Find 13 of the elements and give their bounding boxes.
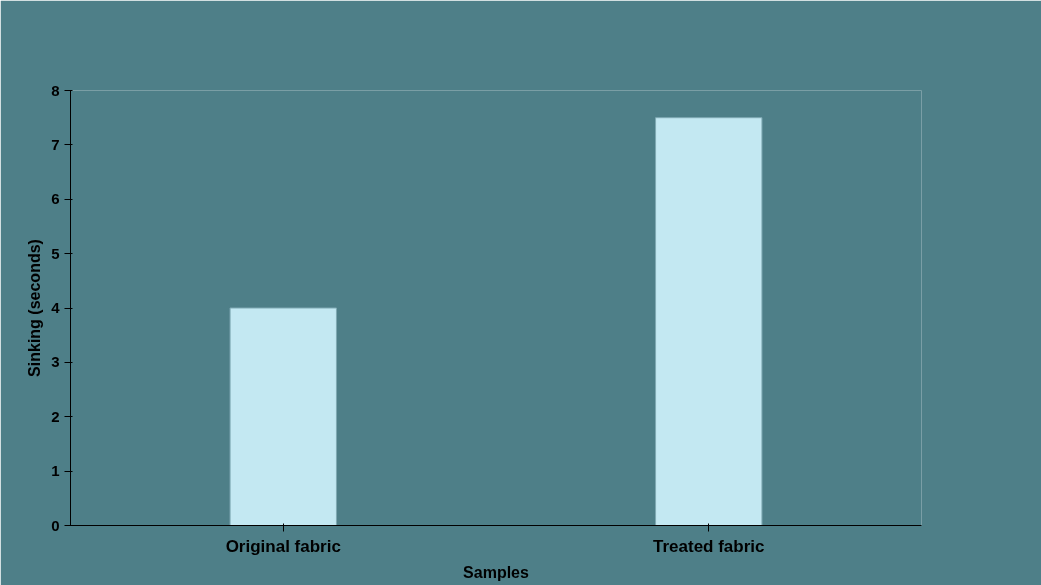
- y-tick-label: 1: [51, 462, 60, 480]
- y-tick-label: 5: [51, 244, 60, 262]
- x-tick-label: Treated fabric: [653, 536, 765, 556]
- x-tick-label: Original fabric: [225, 536, 341, 556]
- y-tick-label: 8: [51, 81, 60, 99]
- y-tick-label: 6: [51, 190, 60, 208]
- x-axis-title: Samples: [463, 563, 530, 581]
- y-tick-label: 0: [51, 516, 60, 534]
- y-tick-label: 3: [51, 353, 60, 371]
- y-tick-label: 2: [51, 407, 60, 425]
- y-tick-label: 4: [51, 299, 61, 316]
- y-axis-title: Sinking (seconds): [26, 239, 44, 377]
- y-tick-label: 7: [51, 135, 60, 153]
